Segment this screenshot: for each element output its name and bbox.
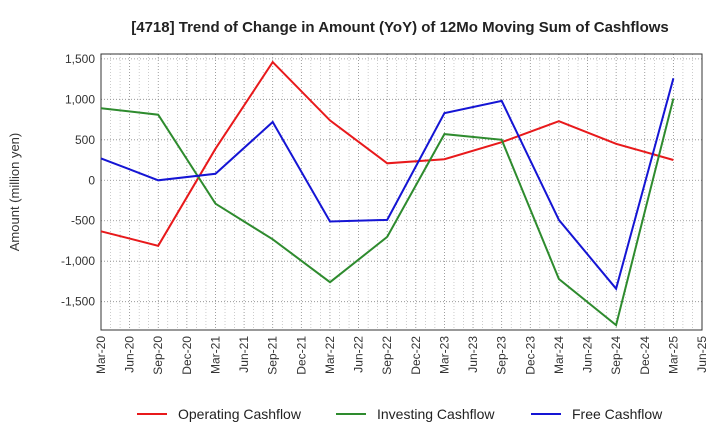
x-tick-label: Sep-22 [380, 336, 394, 375]
y-tick-label: 1,000 [65, 92, 95, 106]
legend: Operating Cashflow Investing Cashflow Free… [137, 406, 663, 422]
chart-title: [4718] Trend of Change in Amount (YoY) o… [131, 19, 669, 36]
y-tick-label: -1,000 [61, 254, 95, 268]
x-tick-label: Dec-23 [523, 336, 537, 375]
x-tick-label: Jun-20 [123, 336, 137, 373]
x-tick-label: Mar-22 [323, 336, 337, 374]
x-tick-label: Mar-23 [437, 336, 451, 374]
x-tick-label: Jun-23 [466, 336, 480, 373]
y-tick-label: 1,500 [65, 52, 95, 66]
x-tick-label: Jun-24 [581, 336, 595, 373]
y-axis: 1,500 1,000 500 0 -500 -1,000 -1,500 [61, 52, 95, 309]
x-tick-label: Sep-23 [495, 336, 509, 375]
y-tick-label: 500 [75, 133, 95, 147]
x-tick-label: Mar-24 [552, 336, 566, 374]
x-tick-label: Jun-21 [237, 336, 251, 373]
x-tick-label: Dec-24 [638, 336, 652, 375]
x-tick-label: Dec-22 [409, 336, 423, 375]
x-tick-label: Mar-25 [666, 336, 680, 374]
plot-frame [100, 53, 703, 331]
y-tick-label: -1,500 [61, 295, 95, 309]
x-tick-label: Sep-20 [151, 336, 165, 375]
x-tick-label: Jun-25 [695, 336, 709, 373]
x-tick-label: Mar-20 [94, 336, 108, 374]
x-axis: Mar-20 Jun-20 Sep-20 Dec-20 Mar-21 Jun-21 Sep-… [94, 336, 709, 375]
x-tick-label: Sep-24 [609, 336, 623, 375]
x-tick-label: Jun-22 [352, 336, 366, 373]
y-tick-label: -500 [71, 214, 95, 228]
series-lines [100, 60, 675, 327]
legend-label-investing-cashflow: Investing Cashflow [377, 406, 495, 422]
x-tick-label: Sep-21 [266, 336, 280, 375]
series-line-investing-cashflow [100, 98, 675, 327]
y-tick-label: 0 [88, 173, 95, 187]
x-tick-label: Dec-21 [294, 336, 308, 375]
series-line-operating-cashflow [100, 60, 674, 247]
y-axis-label: Amount (million yen) [7, 133, 22, 252]
legend-label-operating-cashflow: Operating Cashflow [178, 406, 302, 422]
x-tick-label: Mar-21 [208, 336, 222, 374]
series-line-free-cashflow [100, 78, 675, 291]
legend-label-free-cashflow: Free Cashflow [572, 406, 663, 422]
x-tick-label: Dec-20 [180, 336, 194, 375]
